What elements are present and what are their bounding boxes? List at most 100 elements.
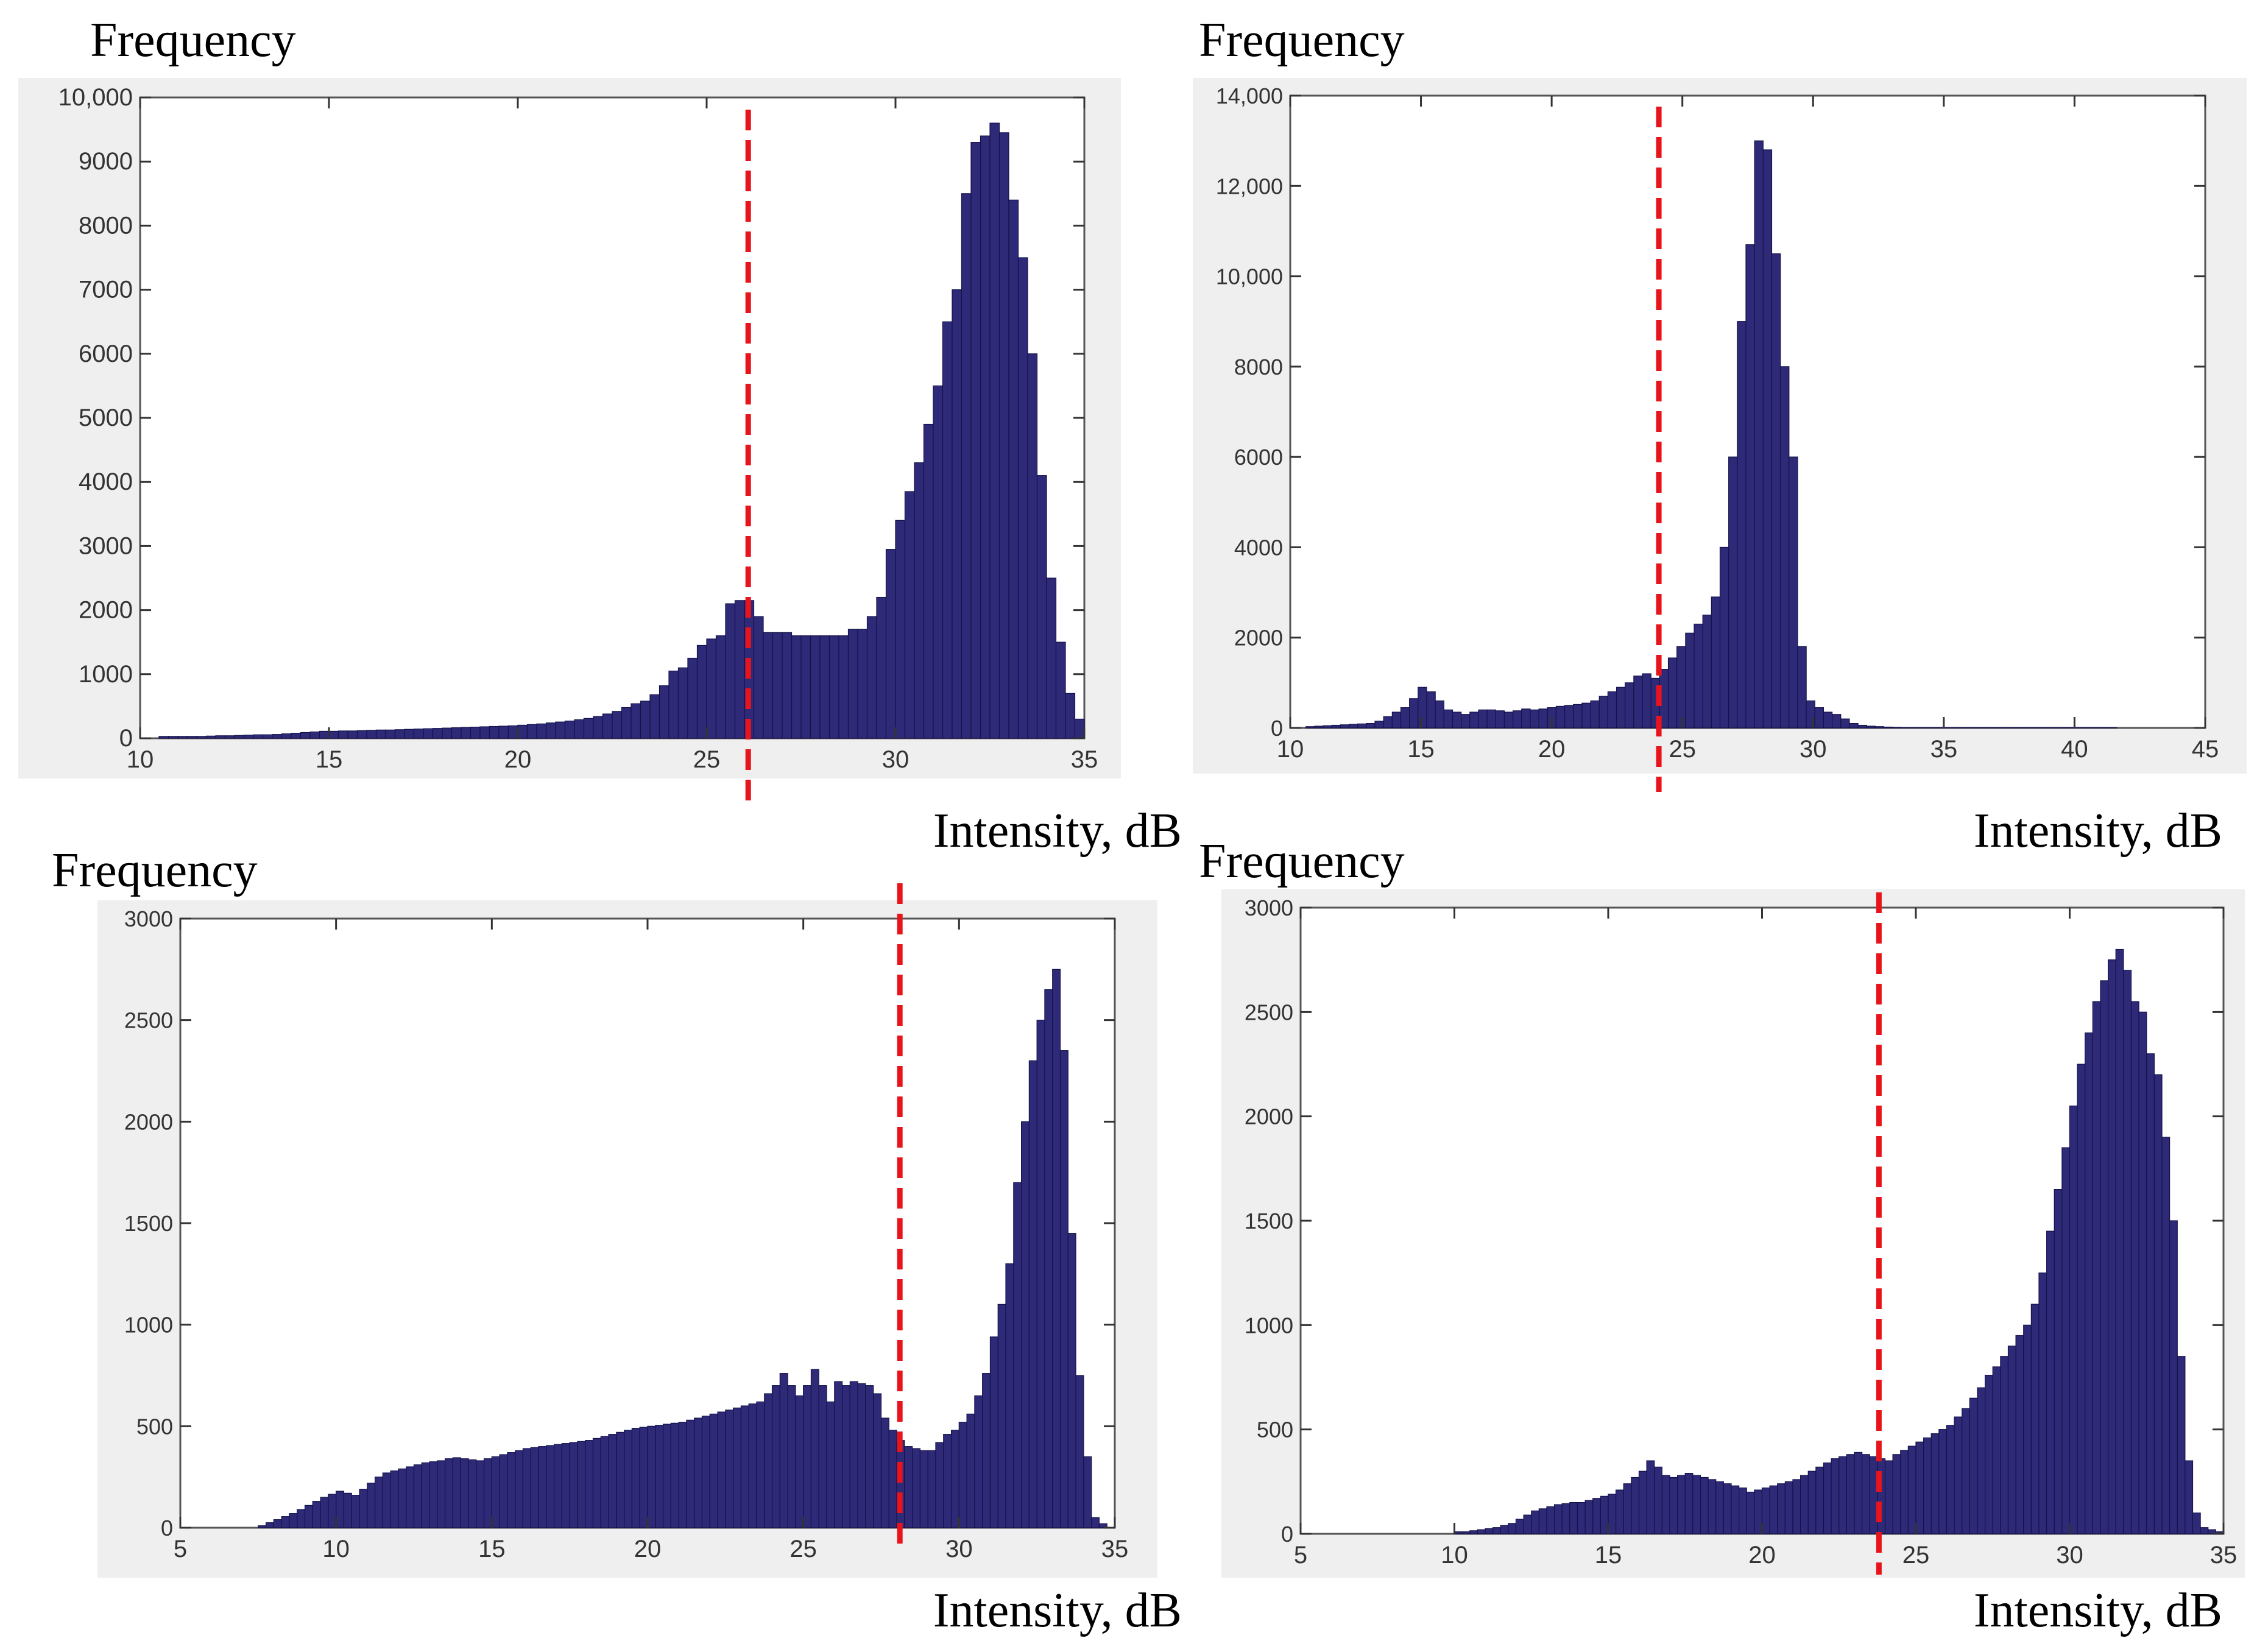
histogram-bar [1702, 615, 1712, 729]
histogram-bar [1523, 1514, 1532, 1534]
histogram-bar [1857, 724, 1867, 729]
histogram-bar [1400, 707, 1410, 729]
y-tick-label: 7000 [79, 277, 133, 303]
histogram-bar [847, 629, 858, 739]
y-tick-label: 2000 [1234, 626, 1283, 651]
y-axis-label: Frequency [1199, 835, 1405, 888]
histogram-bar [1962, 1408, 1970, 1534]
histogram-bar [258, 1525, 267, 1528]
x-tick-label: 25 [693, 746, 721, 773]
histogram-bar [1452, 711, 1462, 729]
histogram-bar [803, 1385, 812, 1528]
histogram-bar [1969, 727, 1979, 729]
histogram-bar [2115, 948, 2124, 1534]
histogram-bar [297, 1509, 306, 1528]
histogram-bar [359, 1489, 368, 1528]
histogram-bar [1654, 1466, 1662, 1534]
histogram-bar [717, 1411, 726, 1528]
x-tick-label: 15 [316, 746, 343, 773]
histogram-bar [1866, 725, 1876, 729]
histogram-bar [1739, 1488, 1747, 1534]
histogram-bar [800, 635, 811, 739]
histogram-bar [1495, 710, 1505, 729]
histogram-bar [1862, 1454, 1870, 1534]
histogram-bar [337, 730, 348, 739]
histogram-bar [536, 723, 547, 739]
histogram-bar [1418, 687, 1427, 729]
histogram-bar [1684, 1473, 1694, 1534]
histogram-bar [647, 1425, 656, 1528]
histogram-bar [1719, 546, 1729, 729]
histogram-bar [553, 1444, 562, 1528]
histogram-bar [460, 1458, 469, 1528]
histogram-bar [2177, 1356, 2186, 1534]
histogram-bar [2023, 1324, 2032, 1534]
histogram-bar [1581, 702, 1591, 729]
x-tick-label: 30 [945, 1536, 973, 1562]
histogram-bar [706, 638, 717, 739]
histogram-bar [966, 1413, 975, 1528]
histogram-bar [677, 667, 688, 739]
histogram-bar [2169, 1220, 2178, 1534]
histogram-bar [958, 1422, 967, 1528]
histogram-bar [1083, 1456, 1092, 1528]
histogram-bar [696, 644, 707, 739]
histogram-bar [961, 193, 972, 739]
histogram-bar [1745, 244, 1755, 729]
histogram-bar [468, 1459, 477, 1528]
histogram-bar [1005, 1263, 1014, 1528]
x-tick-label: 10 [322, 1536, 350, 1562]
histogram-bar [1492, 1527, 1501, 1534]
histogram-bar [1780, 366, 1790, 729]
histogram-bar [1366, 722, 1376, 729]
histogram-bar [998, 132, 1009, 739]
histogram-bar [452, 1457, 461, 1528]
histogram-bar [489, 725, 500, 739]
histogram-bar [873, 1393, 882, 1528]
histogram-bar [281, 1516, 290, 1528]
histogram-bar [888, 1430, 897, 1528]
histogram-bar [1515, 1519, 1524, 1534]
histogram-bar [1020, 1121, 1030, 1528]
histogram-bar [748, 1403, 757, 1528]
y-tick-label: 3000 [1245, 895, 1293, 920]
histogram-bar [771, 1385, 780, 1528]
histogram-bar [923, 423, 934, 739]
histogram-bar [374, 1477, 383, 1528]
histogram-bar [432, 728, 443, 739]
histogram-bar [2038, 727, 2049, 729]
histogram-bar [2038, 1273, 2047, 1534]
histogram-bar [1823, 1462, 1832, 1534]
histogram-bar [640, 701, 651, 739]
histogram-bar [522, 1448, 531, 1528]
histogram-bar [1789, 456, 1798, 729]
histogram-bar [1677, 1475, 1686, 1534]
histogram-bar [1815, 1466, 1824, 1534]
histogram-bar [1625, 682, 1634, 729]
histogram-bar [2099, 727, 2109, 729]
histogram-bar [1996, 727, 2005, 729]
histogram-bar [974, 1395, 983, 1528]
x-tick-label: 5 [174, 1536, 187, 1562]
y-tick-label: 10,000 [1216, 264, 1283, 289]
histogram-bar [1909, 727, 1919, 729]
histogram-bar [1762, 149, 1773, 729]
histogram-bar [1059, 1050, 1068, 1528]
histogram-bar [2138, 1011, 2147, 1534]
histogram-bar [1555, 705, 1566, 729]
histogram-bar [1538, 1508, 1547, 1534]
histogram-bar [1915, 1441, 1924, 1534]
histogram-bar [1746, 1491, 1755, 1534]
histogram-bar [1667, 657, 1678, 729]
histogram-bar [1938, 1429, 1948, 1534]
histogram-bar [880, 1417, 889, 1528]
histogram-bar [507, 1452, 516, 1528]
histogram-bar [215, 735, 226, 739]
x-tick-label: 20 [1748, 1542, 1776, 1569]
y-tick-label: 2000 [79, 597, 133, 624]
histogram-bar [561, 1443, 570, 1528]
y-tick-label: 500 [1257, 1417, 1293, 1442]
histogram-bar [2146, 1053, 2155, 1534]
histogram-bar [1814, 707, 1824, 729]
histogram-bar [1314, 725, 1324, 729]
